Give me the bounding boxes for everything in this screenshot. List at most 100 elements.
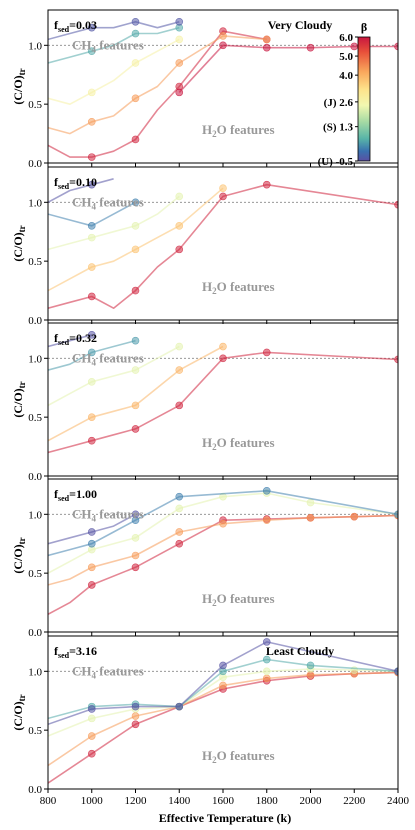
h2o-features-label: H2O features	[202, 748, 275, 765]
series-point	[219, 192, 227, 201]
y-tick-label: 1.0	[28, 353, 42, 365]
series-line	[48, 345, 180, 407]
series-point	[131, 336, 140, 345]
series-point	[219, 661, 227, 670]
series-point	[306, 43, 315, 52]
series-point	[175, 88, 184, 97]
series-point	[131, 702, 140, 711]
fsed-label: fsed=0.32	[54, 331, 97, 347]
series-point	[131, 712, 140, 720]
series-point	[87, 436, 96, 445]
series-line	[48, 195, 180, 251]
series-point	[262, 674, 271, 683]
series-point	[350, 512, 359, 521]
y-tick-label: 1.0	[28, 197, 42, 209]
series-line	[48, 345, 224, 442]
series-point	[219, 681, 227, 690]
series-point	[262, 180, 271, 189]
series-point	[87, 263, 96, 271]
panel-3: 0.0 0.5 1.0 (C/O)tr fsed=0.32 CH4 features H2O…	[11, 322, 399, 483]
series-point	[175, 245, 184, 254]
series-point	[87, 705, 96, 713]
series-point	[131, 534, 140, 542]
series-line	[48, 514, 398, 586]
series-point	[131, 551, 140, 560]
panel-5: 0.0 0.5 1.0 800 1000 1200 1400 1600 1800 2000 2200…	[11, 635, 410, 807]
series-point	[306, 514, 315, 522]
y-tick-label: 0.5	[28, 568, 42, 580]
series-point	[87, 180, 96, 189]
colorbar-tick-label: (S) 1.3	[323, 122, 353, 134]
series-line	[48, 187, 224, 292]
fsed-label: fsed=1.00	[54, 487, 97, 503]
series-line	[48, 38, 180, 105]
panel-1: 0.0 0.5 1.0 (C/O)tr fsed=0.03 Very Cloudy CH4 …	[11, 9, 399, 170]
series-point	[175, 17, 184, 26]
series-point	[87, 348, 96, 357]
series-point	[262, 638, 271, 646]
h2o-features-label: H2O features	[202, 435, 275, 452]
series-point	[87, 118, 96, 126]
panels-group: 0.0 0.5 1.0 (C/O)tr fsed=0.03 Very Cloudy CH4 …	[11, 9, 410, 807]
y-axis-label: (C/O)tr	[11, 225, 27, 261]
series-point	[175, 366, 184, 374]
series-group	[48, 178, 398, 309]
colorbar-tick-label: 5.0	[339, 51, 353, 63]
series-point	[262, 667, 271, 676]
series-point	[131, 563, 140, 572]
colorbar-tick-label: (J) 2.6	[324, 97, 354, 109]
h2o-features-label: H2O features	[202, 279, 275, 296]
series-point	[219, 519, 227, 528]
series-group	[48, 330, 398, 454]
series-group	[48, 17, 398, 161]
series-point	[87, 292, 96, 301]
series-line	[48, 351, 398, 454]
series-line	[48, 178, 114, 204]
series-point	[262, 35, 271, 44]
series-point	[131, 94, 140, 103]
series-point	[131, 510, 140, 519]
series-point	[87, 23, 96, 32]
colorbar-tick-label: 6.0	[339, 32, 353, 44]
y-tick-label: 0.5	[28, 99, 42, 111]
ch4-features-label: CH4 features	[72, 37, 144, 54]
y-axis-label: (C/O)tr	[11, 68, 27, 104]
y-tick-label: 0.0	[28, 315, 42, 327]
plot-frame	[47, 478, 399, 633]
series-point	[394, 355, 398, 364]
x-tick-label: 2000	[300, 795, 323, 807]
y-tick-label: 0.5	[28, 412, 42, 424]
series-point	[175, 401, 184, 410]
ch4-features-label: CH4 features	[72, 194, 144, 211]
series-point	[131, 425, 140, 433]
series-point	[219, 342, 227, 351]
series-point	[175, 222, 184, 230]
series-point	[131, 720, 140, 729]
series-point	[131, 17, 140, 26]
ch4-features-label: CH4 features	[72, 506, 144, 523]
series-point	[175, 492, 184, 501]
series-point	[262, 43, 271, 52]
series-point	[175, 35, 184, 44]
series-line	[48, 26, 180, 64]
series-point	[87, 563, 96, 572]
y-axis-label: (C/O)tr	[11, 381, 27, 417]
series-point	[87, 233, 96, 242]
series-point	[306, 661, 315, 670]
y-tick-label: 0.0	[28, 784, 42, 796]
fsed-label: fsed=0.03	[54, 18, 97, 34]
series-point	[219, 354, 227, 363]
series-point	[131, 135, 140, 144]
series-point	[175, 702, 184, 711]
fsed-label: fsed=3.16	[54, 644, 97, 660]
ch4-features-label: CH4 features	[72, 663, 144, 680]
series-point	[219, 32, 227, 40]
series-point	[262, 486, 271, 495]
series-point	[87, 749, 96, 758]
panel-4: 0.0 0.5 1.0 (C/O)tr fsed=1.00 CH4 features H2O…	[11, 478, 399, 639]
series-point	[306, 498, 315, 507]
fsed-label: fsed=0.10	[54, 175, 97, 191]
series-point	[87, 528, 96, 536]
x-tick-label: 1600	[212, 795, 235, 807]
